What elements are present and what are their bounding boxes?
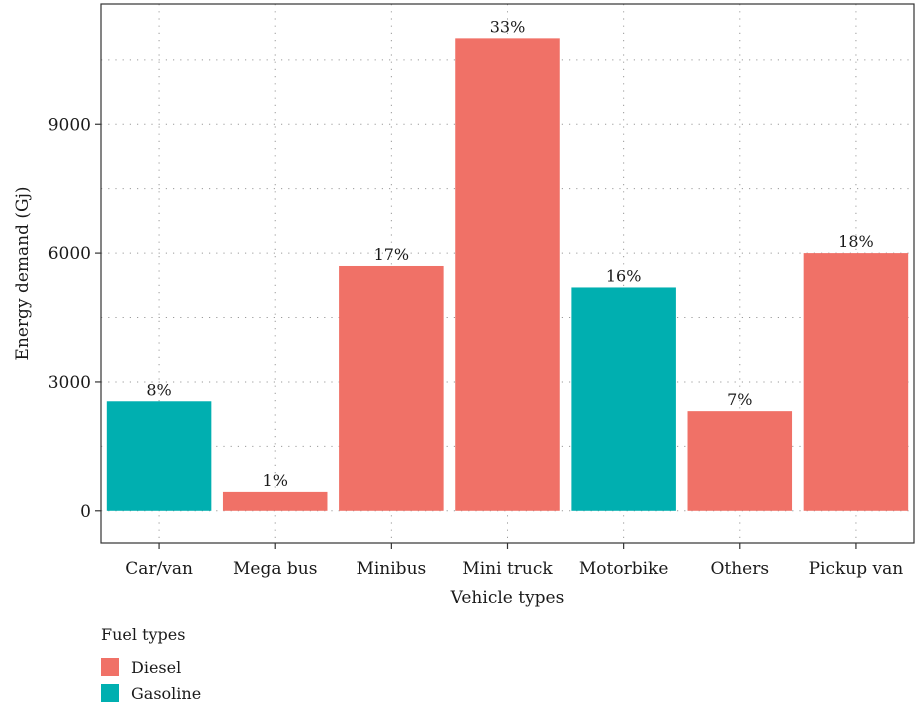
legend-swatch — [101, 658, 119, 676]
bar-labels: 8% 1% 17% 33% 16% 7% 18% — [146, 17, 873, 490]
bars — [106, 38, 909, 511]
legend: Fuel types Diesel Gasoline — [101, 625, 201, 703]
legend-title: Fuel types — [101, 625, 185, 644]
bar-data-label: 17% — [374, 245, 410, 264]
legend-swatch — [101, 684, 119, 702]
legend-items: Diesel Gasoline — [101, 658, 201, 703]
bar — [687, 411, 793, 511]
bar-data-label: 33% — [490, 17, 526, 36]
y-tick-label: 3000 — [48, 373, 91, 393]
bar-data-label: 1% — [263, 471, 288, 490]
x-tick-label: Others — [710, 559, 769, 579]
x-tick-label: Motorbike — [579, 559, 669, 579]
bar-data-label: 8% — [146, 380, 171, 399]
bar — [455, 38, 560, 511]
bar — [222, 491, 328, 511]
x-tick-label: Pickup van — [809, 559, 904, 579]
bar — [803, 253, 909, 511]
x-tick-label: Minibus — [356, 559, 426, 579]
x-tick-label: Car/van — [125, 559, 193, 579]
y-tick-label: 0 — [80, 502, 91, 522]
bar — [339, 265, 444, 511]
legend-label: Diesel — [131, 658, 181, 677]
x-tick-label: Mega bus — [233, 559, 317, 579]
y-axis-ticks: 0 3000 6000 9000 — [48, 115, 101, 522]
y-axis-title: Energy demand (Gj) — [13, 187, 33, 361]
bar-data-label: 18% — [838, 232, 874, 251]
y-tick-label: 6000 — [48, 244, 91, 264]
x-axis-ticks: Car/van Mega bus Minibus Mini truck Motorbik… — [125, 543, 903, 579]
x-axis-title: Vehicle types — [450, 588, 565, 608]
y-tick-label: 9000 — [48, 115, 91, 135]
x-tick-label: Mini truck — [462, 559, 553, 579]
bar-data-label: 7% — [727, 390, 752, 409]
legend-label: Gasoline — [131, 684, 201, 703]
bar — [571, 287, 676, 511]
bar-data-label: 16% — [606, 266, 642, 285]
bar — [106, 401, 212, 511]
